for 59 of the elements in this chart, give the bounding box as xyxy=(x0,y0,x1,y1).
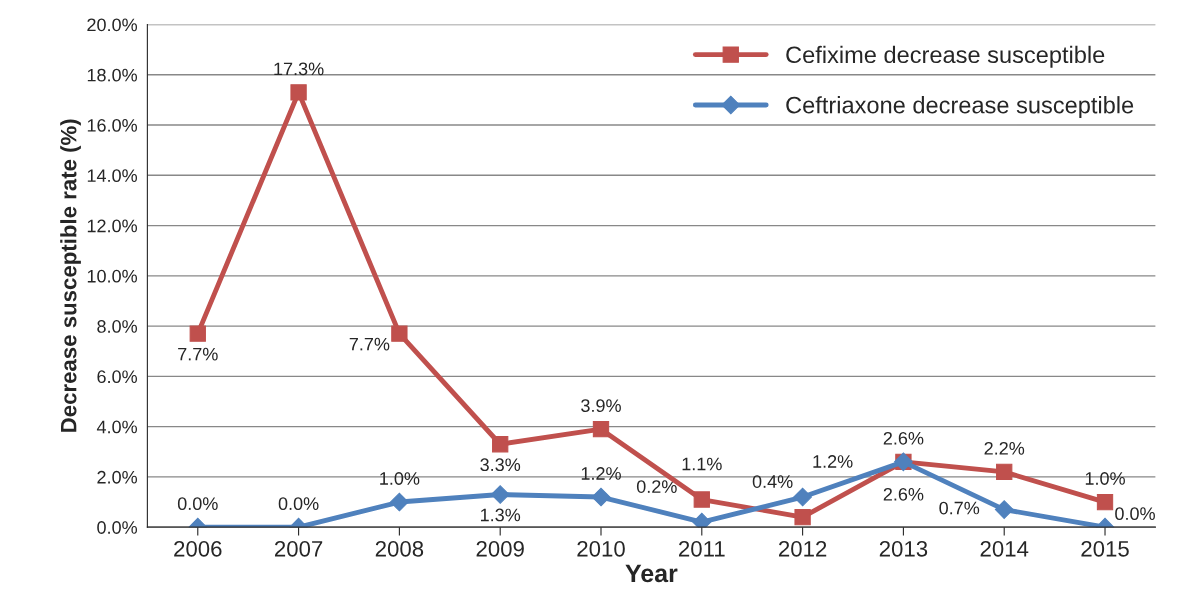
point xyxy=(1096,493,1114,511)
data-label: 2.2% xyxy=(984,441,1025,455)
y-tick-label: 2.0% xyxy=(97,470,138,484)
y-tick-label: 14.0% xyxy=(87,169,138,183)
point xyxy=(490,485,510,504)
legend-label: Ceftriaxone decrease susceptible xyxy=(786,96,1134,119)
data-label: 0.0% xyxy=(278,497,319,511)
data-label: 1.3% xyxy=(480,508,521,522)
point xyxy=(390,492,409,512)
y-tick-label: 8.0% xyxy=(97,320,138,333)
data-label: 1.2% xyxy=(813,455,853,468)
x-tick-label: 2011 xyxy=(679,540,725,557)
point xyxy=(492,436,509,453)
x-tick-label: 2008 xyxy=(375,540,424,557)
data-label: 7.7% xyxy=(349,337,390,351)
point xyxy=(996,463,1013,481)
y-tick-label: 4.0% xyxy=(96,420,138,434)
point xyxy=(591,487,611,507)
data-label: 3.3% xyxy=(480,458,521,472)
y-tick-label: 0.0% xyxy=(97,521,138,534)
y-tick-label: 20.0% xyxy=(87,18,138,32)
data-label: 0.4% xyxy=(752,475,793,488)
y-tick-label: 12.0% xyxy=(87,219,138,233)
x-tick-label: 2007 xyxy=(274,540,323,557)
x-tick-label: 2013 xyxy=(879,540,928,557)
data-label: 0.0% xyxy=(177,497,218,511)
x-tick-label: 2006 xyxy=(174,540,222,557)
y-tick-label: 10.0% xyxy=(87,269,138,283)
y-tick-label: 16.0% xyxy=(87,118,138,132)
x-tick-label: 2010 xyxy=(577,540,625,557)
data-label: 1.1% xyxy=(682,457,722,471)
x-tick-label: 2012 xyxy=(779,540,827,557)
x-axis-title: Year xyxy=(625,564,678,583)
data-label: 2.6% xyxy=(883,487,924,501)
x-tick-label: 2014 xyxy=(980,540,1029,557)
x-tick-label: 2015 xyxy=(1081,540,1129,557)
y-tick-label: 6.0% xyxy=(97,370,138,384)
y-axis-title: Decrease susceptible rate (%) xyxy=(60,119,81,432)
x-tick-label: 2009 xyxy=(476,540,524,557)
data-label: 17.3% xyxy=(274,62,324,76)
data-label: 7.7% xyxy=(178,347,218,361)
point xyxy=(290,84,307,101)
data-label: 1.0% xyxy=(380,472,420,485)
data-label: 2.6% xyxy=(883,431,924,445)
data-label: 0.0% xyxy=(1115,507,1155,521)
y-tick-label: 18.0% xyxy=(87,68,138,82)
data-label: 0.2% xyxy=(636,480,677,493)
data-label: 1.2% xyxy=(581,467,621,480)
point xyxy=(189,325,206,342)
legend-label: Cefixime decrease susceptible xyxy=(786,45,1105,68)
point xyxy=(693,491,710,508)
data-label: 1.0% xyxy=(1085,472,1125,485)
data-label: 0.7% xyxy=(939,501,980,515)
point xyxy=(994,500,1014,519)
point xyxy=(391,325,408,342)
point xyxy=(592,421,610,438)
point xyxy=(794,508,811,526)
point xyxy=(793,487,812,507)
data-label: 3.9% xyxy=(581,399,621,413)
